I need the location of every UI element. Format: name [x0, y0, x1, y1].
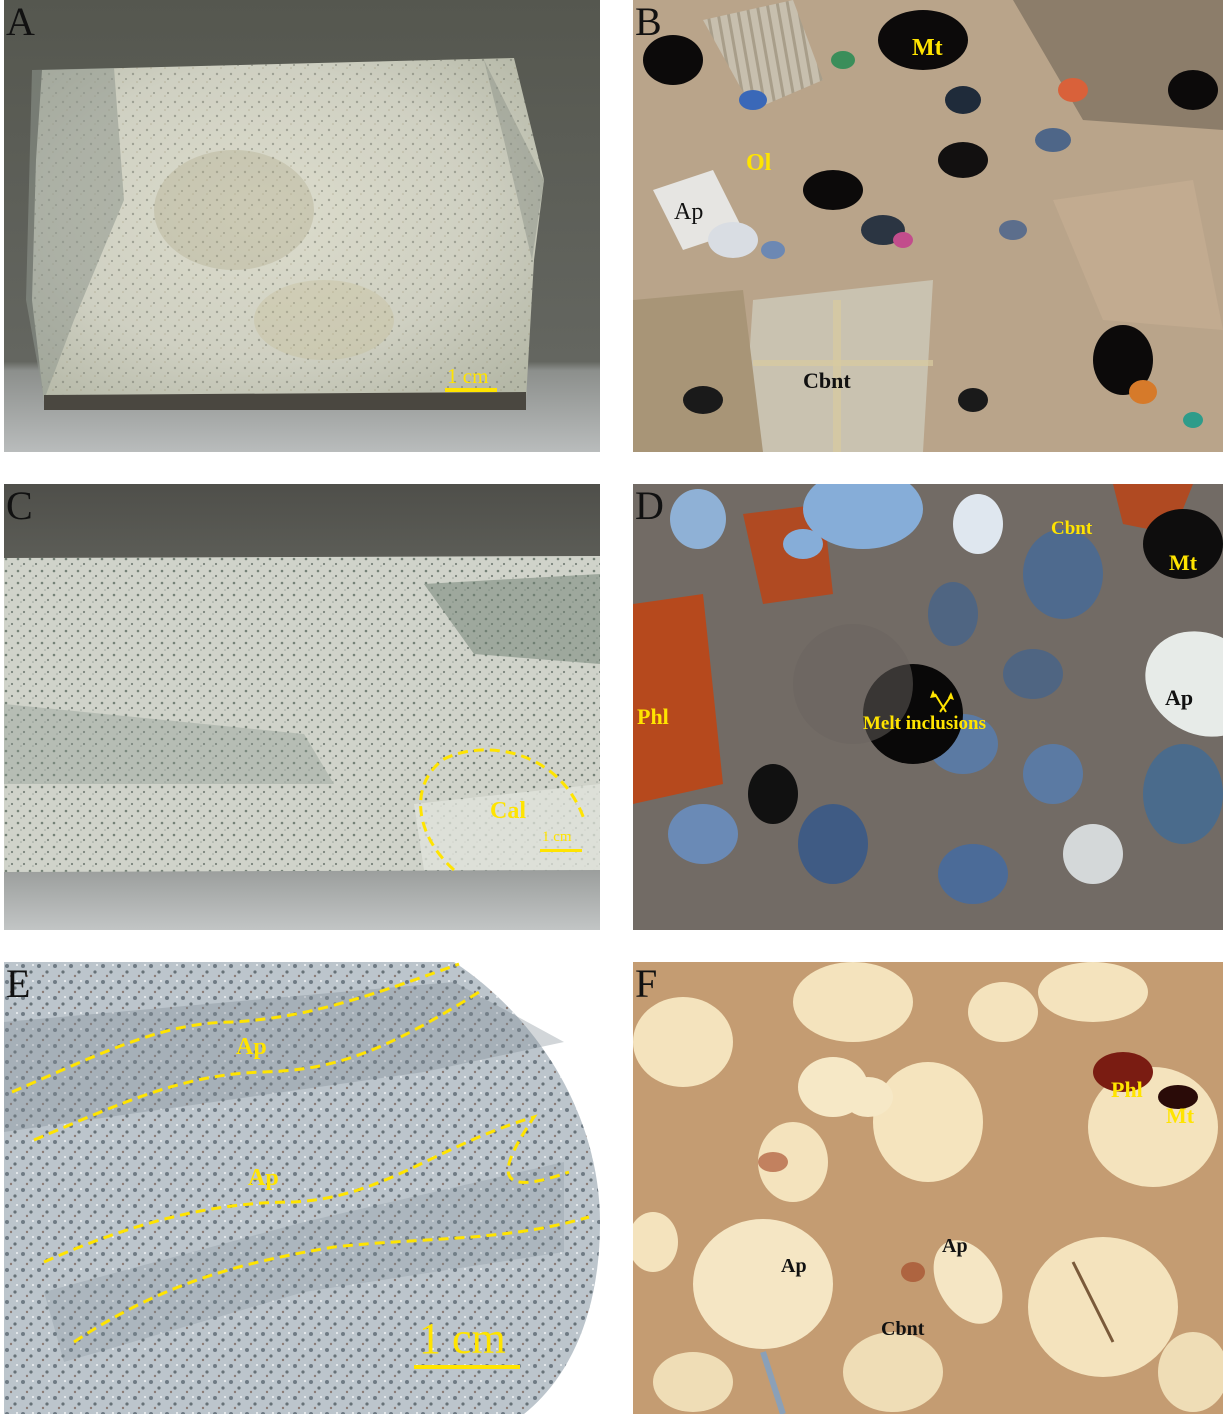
panel-c-label-cal: Cal	[490, 798, 526, 824]
panel-b-letter: B	[635, 0, 662, 44]
panel-f-label-mt: Mt	[1166, 1103, 1195, 1128]
panel-b-label-ap: Ap	[674, 199, 704, 225]
panel-d-image	[633, 484, 1223, 930]
panel-d-letter: D	[635, 484, 664, 528]
panel-e-scale-label: 1 cm	[419, 1314, 506, 1363]
panel-f-label-ap-2: Ap	[942, 1235, 968, 1257]
panel-a-scale-label: 1 cm	[447, 364, 489, 388]
panel-f-letter: F	[635, 962, 658, 1006]
panel-c-scale-bar	[540, 849, 582, 852]
panel-c-scale-label: 1 cm	[542, 829, 572, 845]
panel-f-image	[633, 962, 1223, 1414]
panel-b-image	[633, 0, 1223, 452]
panel-f-label-phl: Phl	[1111, 1077, 1143, 1102]
panel-d-label-cbnt: Cbnt	[1051, 518, 1093, 539]
panel-e-ap-outlines	[11, 962, 590, 1344]
panel-b-thin-section: B Mt Ol Ap Cbnt	[633, 0, 1223, 452]
panel-a-letter: A	[6, 0, 35, 44]
panel-c-cal-outline	[419, 748, 586, 872]
panel-e-label-ap-2: Ap	[248, 1165, 279, 1191]
panel-f-label-cbnt: Cbnt	[881, 1318, 925, 1340]
panel-e-letter: E	[6, 962, 31, 1006]
panel-c-rock-photo: C Cal 1 cm	[4, 484, 600, 930]
panel-d-label-ap: Ap	[1165, 685, 1194, 710]
panel-f-thin-section: F Phl Mt Ap Ap Cbnt	[633, 962, 1223, 1414]
panel-b-label-mt: Mt	[912, 35, 943, 61]
panel-b-label-ol: Ol	[746, 150, 772, 176]
panel-b-label-cbnt: Cbnt	[803, 368, 851, 393]
panel-a-rock-photo: A 1 cm	[4, 0, 600, 452]
panel-e-rock-photo: E Ap Ap 1 cm	[4, 962, 600, 1414]
panel-e-scale-bar	[414, 1365, 520, 1369]
panel-a-scale-bar	[445, 388, 497, 392]
panel-d-label-phl: Phl	[637, 704, 669, 729]
panel-d-thin-section: D Cbnt Mt Phl Melt inclusions Ap	[633, 484, 1223, 930]
panel-d-label-mt: Mt	[1169, 550, 1198, 575]
panel-d-label-melt-inclusions: Melt inclusions	[863, 713, 986, 734]
panel-e-image	[4, 962, 600, 1414]
panel-d-melt-arrows	[930, 690, 954, 713]
panel-a-image	[4, 0, 600, 452]
panel-f-label-ap-1: Ap	[781, 1255, 807, 1277]
panel-e-label-ap-1: Ap	[236, 1034, 267, 1060]
panel-c-image	[4, 484, 600, 930]
panel-c-letter: C	[6, 484, 33, 528]
